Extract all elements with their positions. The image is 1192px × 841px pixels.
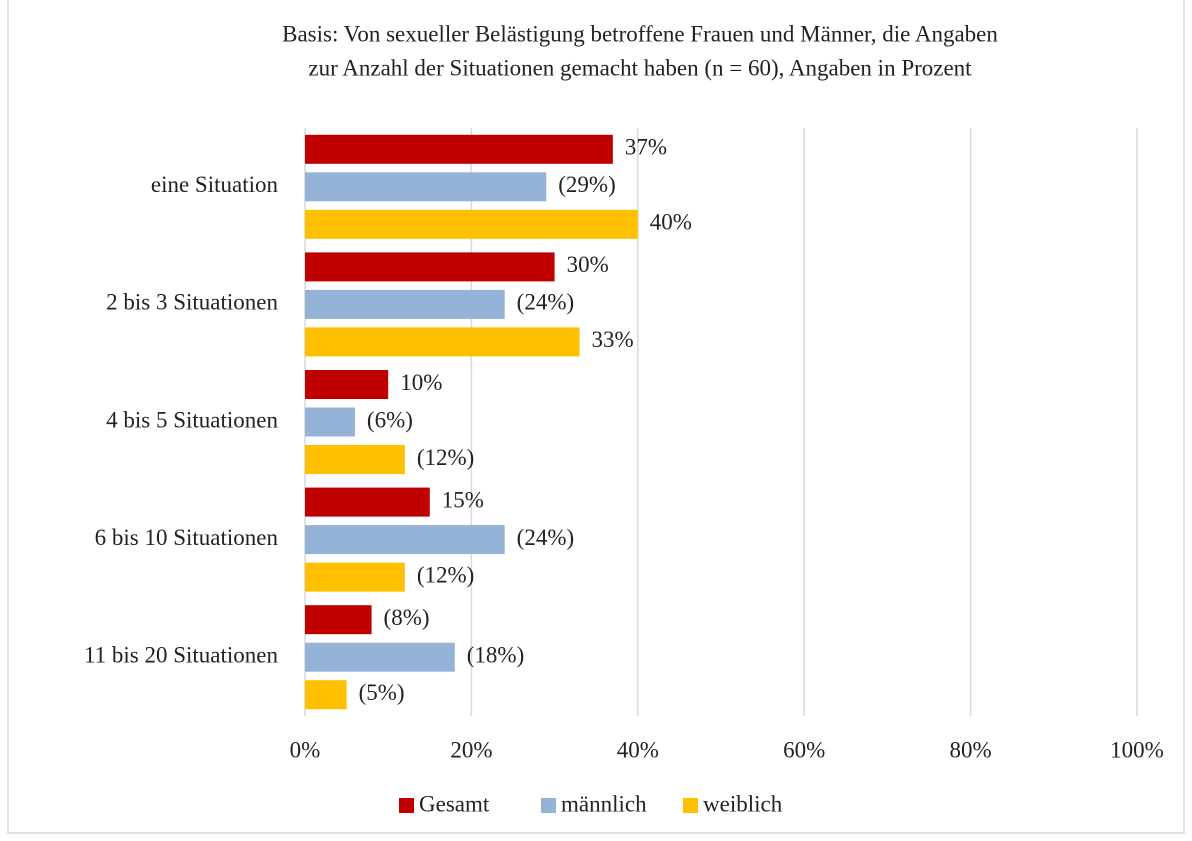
bar (305, 525, 505, 555)
data-label: (5%) (359, 680, 405, 705)
x-tick-label: 40% (617, 737, 659, 762)
bar (305, 172, 547, 202)
bar (305, 289, 505, 319)
data-label: 30% (567, 252, 609, 277)
x-tick-label: 80% (950, 737, 992, 762)
legend-swatch (683, 798, 698, 813)
bar (305, 562, 405, 592)
data-label: (8%) (384, 605, 430, 630)
y-tick-label: 6 bis 10 Situationen (95, 525, 279, 550)
chart-border (7, 0, 1185, 834)
data-label: 37% (625, 135, 667, 160)
bar (305, 407, 355, 437)
data-label: 10% (400, 370, 442, 395)
legend-label: Gesamt (419, 791, 490, 816)
x-tick-label: 0% (290, 737, 321, 762)
y-tick-label: eine Situation (151, 172, 279, 197)
data-label: (24%) (517, 290, 574, 315)
x-tick-label: 100% (1110, 737, 1164, 762)
x-tick-label: 20% (450, 737, 492, 762)
bar (305, 209, 638, 239)
bar (305, 327, 580, 357)
x-tick-label: 60% (783, 737, 825, 762)
bar (305, 370, 389, 399)
chart-title: zur Anzahl der Situationen gemacht haben… (308, 55, 972, 80)
data-label: 40% (650, 210, 692, 235)
bar (305, 445, 405, 474)
bar (305, 605, 372, 635)
data-label: (29%) (558, 172, 615, 197)
chart-title: Basis: Von sexueller Belästigung betroff… (282, 21, 998, 46)
data-label: (18%) (467, 642, 524, 667)
legend-label: männlich (561, 791, 647, 816)
data-label: 33% (592, 327, 634, 352)
data-label: (24%) (517, 525, 574, 550)
y-tick-label: 11 bis 20 Situationen (84, 642, 279, 667)
data-label: 15% (442, 487, 484, 512)
y-tick-label: 4 bis 5 Situationen (106, 407, 278, 432)
data-label: (12%) (417, 445, 474, 470)
bar (305, 680, 347, 710)
data-label: (12%) (417, 562, 474, 587)
bar (305, 487, 430, 517)
bar (305, 642, 455, 672)
bar (305, 252, 555, 282)
y-tick-label: 2 bis 3 Situationen (106, 290, 278, 315)
bar (305, 134, 613, 164)
data-label: (6%) (367, 407, 413, 432)
legend-swatch (399, 798, 414, 813)
legend-swatch (541, 798, 556, 813)
legend-label: weiblich (703, 791, 783, 816)
